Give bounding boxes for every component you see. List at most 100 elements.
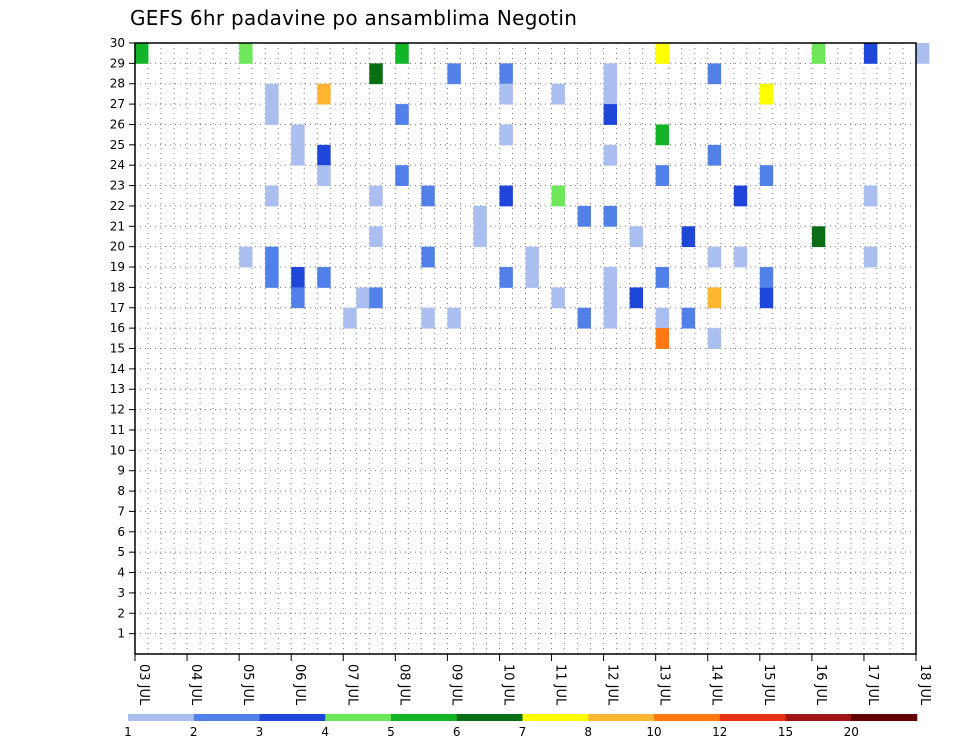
heatmap-cell xyxy=(369,63,383,85)
x-tick-label: 11 JUL xyxy=(553,664,568,706)
x-tick-label: 08 JUL xyxy=(396,664,411,706)
legend-label: 7 xyxy=(519,725,527,739)
heatmap-cell xyxy=(733,246,748,268)
heatmap-cell xyxy=(239,246,253,268)
heatmap-cell xyxy=(707,287,722,309)
legend-swatch xyxy=(325,714,392,721)
heatmap-cell xyxy=(655,43,670,64)
heatmap-cell xyxy=(317,144,331,166)
heatmap-cell xyxy=(603,267,618,288)
heatmap-cell xyxy=(499,185,513,207)
heatmap-cell xyxy=(291,267,305,288)
heatmap-cell xyxy=(759,165,774,186)
x-tick-label: 10 JUL xyxy=(500,664,515,706)
y-tick-label: 13 xyxy=(110,382,125,396)
y-tick-label: 8 xyxy=(117,484,125,498)
heatmap-cell xyxy=(499,267,513,288)
heatmap-cell xyxy=(395,104,409,125)
legend-label: 8 xyxy=(584,725,592,739)
x-tick-label: 06 JUL xyxy=(292,664,307,706)
heatmap-cell xyxy=(655,165,670,186)
legend-label: 5 xyxy=(387,725,395,739)
legend-swatch xyxy=(785,714,852,721)
heatmap-cell xyxy=(291,124,305,146)
legend-label: 3 xyxy=(256,725,264,739)
heatmap-cell xyxy=(525,246,539,268)
legend-label: 10 xyxy=(646,725,661,739)
y-tick-label: 21 xyxy=(110,219,125,233)
legend-swatch xyxy=(654,714,721,721)
heatmap-cell xyxy=(629,226,644,248)
x-tick-label: 12 JUL xyxy=(605,664,620,706)
heatmap-cell xyxy=(603,307,618,329)
heatmap-cell xyxy=(811,226,826,248)
x-tick-label: 09 JUL xyxy=(448,664,463,706)
heatmap-cell xyxy=(317,83,331,105)
y-tick-label: 12 xyxy=(110,403,125,417)
legend-label: 2 xyxy=(190,725,198,739)
heatmap-cell xyxy=(603,144,618,166)
heatmap-cell xyxy=(239,43,253,64)
heatmap-cell xyxy=(655,307,670,329)
y-tick-label: 2 xyxy=(117,606,125,620)
heatmap-cell xyxy=(863,43,878,64)
legend-swatch xyxy=(522,714,589,721)
y-tick-label: 3 xyxy=(117,586,125,600)
heatmap-cell xyxy=(759,267,774,288)
heatmap-cell xyxy=(135,43,149,64)
heatmap-cell xyxy=(473,226,487,248)
heatmap-cell xyxy=(473,205,487,227)
heatmap-cell xyxy=(655,124,670,146)
x-tick-label: 13 JUL xyxy=(657,664,672,706)
legend-swatch xyxy=(851,714,918,721)
heatmap-cell xyxy=(421,307,435,329)
heatmap-cell xyxy=(681,307,696,329)
legend-swatch xyxy=(259,714,326,721)
heatmap-cell xyxy=(551,83,565,105)
heatmap-cell xyxy=(369,226,383,248)
heatmap-cell xyxy=(655,328,670,349)
legend-label: 1 xyxy=(124,725,132,739)
x-tick-label: 16 JUL xyxy=(813,664,828,706)
y-tick-label: 5 xyxy=(117,545,125,559)
heatmap-cell xyxy=(707,328,722,349)
heatmap-cell xyxy=(369,185,383,207)
heatmap-cell xyxy=(499,124,513,146)
x-tick-label: 05 JUL xyxy=(240,664,255,706)
y-tick-label: 11 xyxy=(110,423,125,437)
heatmap-cell xyxy=(499,63,513,85)
chart-title: GEFS 6hr padavine po ansamblima Negotin xyxy=(130,6,578,30)
y-tick-label: 14 xyxy=(110,362,125,376)
heatmap-cell xyxy=(421,246,435,268)
y-tick-label: 17 xyxy=(110,301,125,315)
legend-swatch xyxy=(128,714,195,721)
x-tick-label: 17 JUL xyxy=(865,664,880,706)
heatmap-cell xyxy=(707,246,722,268)
heatmap-cell xyxy=(551,287,565,309)
y-tick-label: 25 xyxy=(110,138,125,152)
y-tick-label: 15 xyxy=(110,342,125,356)
heatmap-cell xyxy=(291,287,305,309)
y-tick-label: 16 xyxy=(110,321,125,335)
heatmap-cell xyxy=(421,185,435,207)
y-tick-label: 9 xyxy=(117,464,125,478)
legend-swatch xyxy=(588,714,655,721)
heatmap-cell xyxy=(577,205,591,227)
heatmap-cell xyxy=(291,144,305,166)
heatmap-cell xyxy=(707,144,722,166)
x-tick-label: 15 JUL xyxy=(761,664,776,706)
heatmap-cell xyxy=(603,205,618,227)
y-tick-label: 27 xyxy=(110,97,125,111)
legend-swatch xyxy=(193,714,260,721)
heatmap-cell xyxy=(707,63,722,85)
heatmap-cell xyxy=(395,43,409,64)
heatmap-cell xyxy=(759,287,774,309)
heatmap-cell xyxy=(916,43,930,64)
heatmap-cell xyxy=(343,307,357,329)
y-tick-label: 23 xyxy=(110,179,125,193)
y-tick-label: 28 xyxy=(110,77,125,91)
heatmap-cell xyxy=(655,267,670,288)
heatmap-cell xyxy=(356,287,370,309)
heatmap-cell xyxy=(265,83,279,105)
legend-swatch xyxy=(719,714,786,721)
